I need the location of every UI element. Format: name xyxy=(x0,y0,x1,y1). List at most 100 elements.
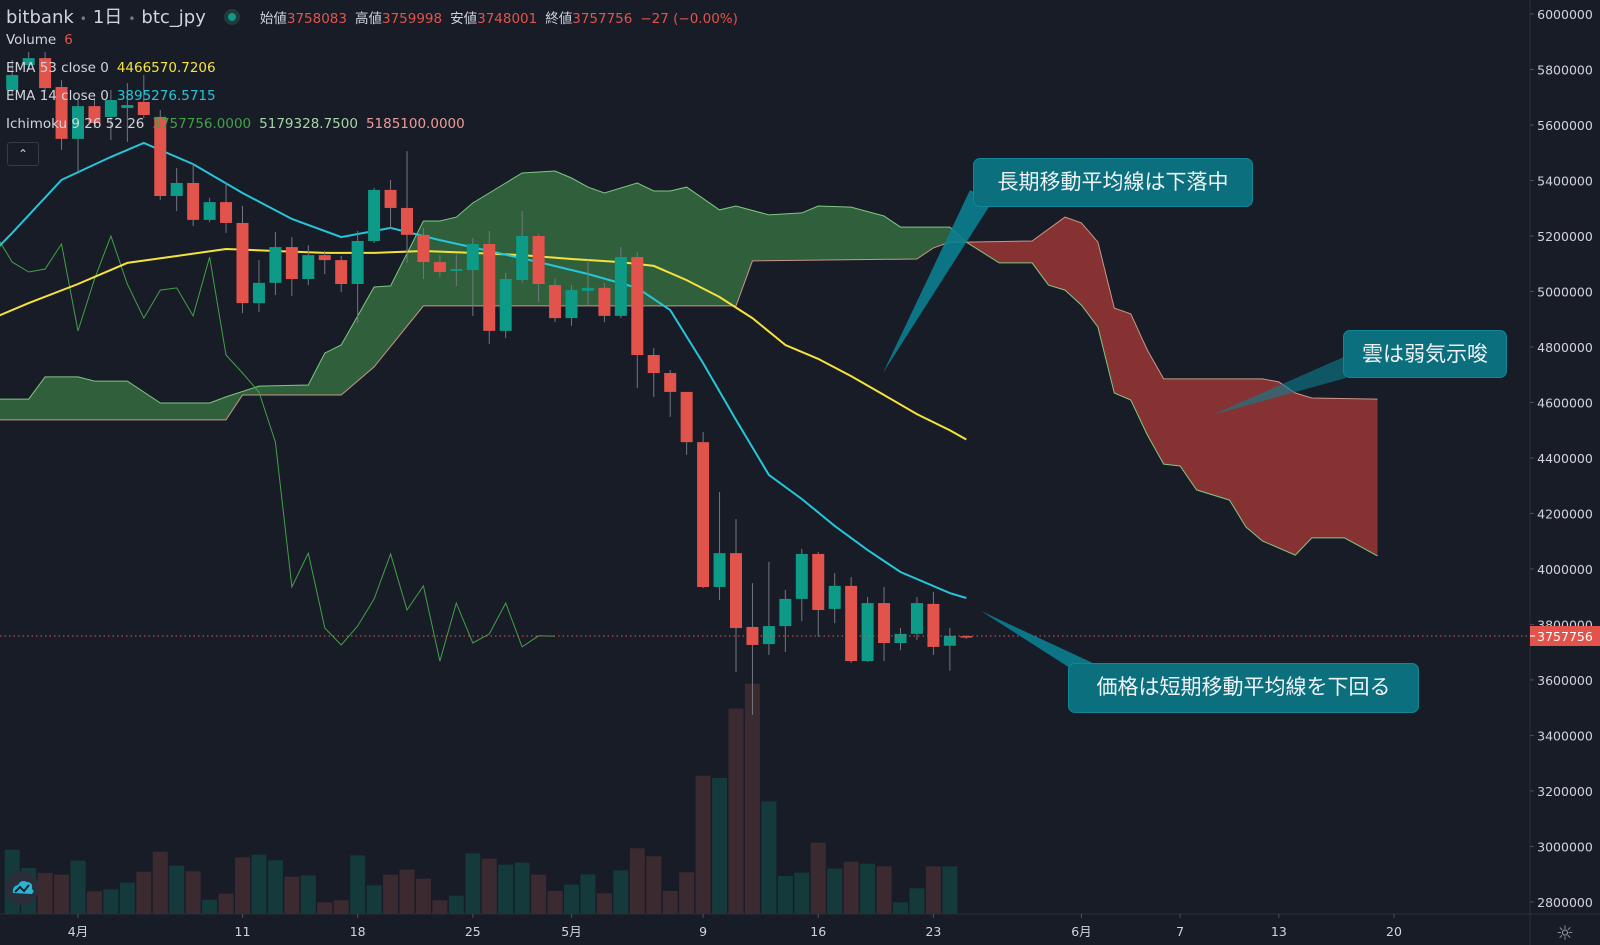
candle-body xyxy=(302,255,315,279)
candle-body xyxy=(762,626,775,645)
close-label: 終値 xyxy=(545,11,573,27)
price-tick-label: 5600000 xyxy=(1537,118,1593,133)
candle-body xyxy=(285,247,298,279)
candle-body xyxy=(220,202,233,223)
candle-body xyxy=(516,235,529,281)
candle xyxy=(88,98,101,129)
candle-body xyxy=(779,598,792,627)
callout-long-ema[interactable]: 長期移動平均線は下落中 xyxy=(973,158,1253,207)
candle-body xyxy=(203,202,216,220)
price-tick-label: 6000000 xyxy=(1537,7,1593,22)
volume-bar xyxy=(350,855,366,914)
candle xyxy=(466,237,479,316)
volume-bar xyxy=(383,874,399,914)
candle-body xyxy=(450,268,463,271)
volume-bar xyxy=(152,851,168,914)
volume-bar xyxy=(366,885,382,914)
plot-area[interactable] xyxy=(0,52,1530,914)
callout-pointers xyxy=(883,190,1346,668)
symbol-header: bitbank • 1日 • btc_jpy 始値 3758083 高値 37599… xyxy=(6,3,738,29)
callout-cloud[interactable]: 雲は弱気示唆 xyxy=(1343,330,1507,378)
price-axis[interactable]: 6000000 5800000 5600000 5400000 5200000 50000… xyxy=(1530,7,1593,910)
candle-body xyxy=(401,207,413,235)
candle-body xyxy=(121,105,134,109)
legend-ema14[interactable]: EMA 14 close 0 3895276.5715 xyxy=(6,88,224,104)
cloud-bearish xyxy=(966,217,1378,556)
legend-volume[interactable]: Volume 6 xyxy=(6,32,81,48)
ema14-label: EMA 14 close 0 xyxy=(6,88,109,104)
candle-body xyxy=(104,100,117,117)
candle xyxy=(55,80,68,150)
volume-bar xyxy=(415,878,431,914)
candle xyxy=(631,252,644,389)
volume-bar xyxy=(810,842,826,914)
candle xyxy=(779,590,792,652)
candle-body xyxy=(532,235,545,284)
low-label: 安値 xyxy=(450,11,478,27)
candle-body xyxy=(236,222,249,304)
exchange-name[interactable]: bitbank xyxy=(6,7,74,28)
candle xyxy=(236,206,249,314)
open-label: 始値 xyxy=(259,11,287,27)
candle-body xyxy=(335,260,348,284)
candle xyxy=(252,260,265,313)
candle-body xyxy=(88,106,101,124)
ichimoku-span-a-line xyxy=(0,170,1378,557)
candle-body xyxy=(861,603,874,662)
candle xyxy=(335,255,348,293)
volume-bar xyxy=(70,860,86,914)
ichimoku-value-lagging: 3757756.0000 xyxy=(152,116,252,132)
volume-bar xyxy=(909,888,925,914)
collapse-legend-button[interactable]: ⌃ xyxy=(7,142,39,166)
candle xyxy=(664,369,677,417)
candle-body xyxy=(828,585,841,609)
candle xyxy=(861,596,874,662)
candle xyxy=(22,52,35,71)
symbol-name[interactable]: btc_jpy xyxy=(141,7,206,28)
candle xyxy=(220,182,233,233)
candle xyxy=(598,282,611,322)
volume-bar xyxy=(531,874,547,914)
candle xyxy=(730,518,742,672)
volume-bar xyxy=(136,871,152,914)
candle-body xyxy=(581,287,594,291)
candle-body xyxy=(417,234,430,263)
legend-ema53[interactable]: EMA 53 close 0 4466570.7206 xyxy=(6,60,224,76)
market-status-icon xyxy=(223,9,240,25)
candle-body xyxy=(384,189,397,208)
chevron-up-icon: ⌃ xyxy=(17,147,29,161)
candle-body xyxy=(72,106,84,139)
time-axis[interactable]: 4月 11 18 25 5月 9 16 23 6月 7 13 20 xyxy=(68,914,1402,939)
candle-body xyxy=(170,182,183,197)
volume-bar xyxy=(679,872,695,914)
volume-bar xyxy=(777,876,793,914)
time-tick-label: 9 xyxy=(699,924,707,939)
candle xyxy=(433,255,446,278)
ema53-line xyxy=(0,247,967,441)
price-tick-label: 4200000 xyxy=(1537,506,1593,521)
tradingview-logo[interactable] xyxy=(5,871,39,905)
time-tick-label: 6月 xyxy=(1071,924,1091,939)
candles xyxy=(6,52,973,715)
time-tick-label: 25 xyxy=(465,924,481,939)
candle-body xyxy=(6,75,19,91)
volume-bar xyxy=(202,899,218,914)
last-price-label: 3757756 xyxy=(1537,629,1593,644)
volume-bar xyxy=(37,873,53,914)
callout-price[interactable]: 価格は短期移動平均線を下回る xyxy=(1068,663,1419,713)
volume-bar xyxy=(893,902,908,914)
candle-body xyxy=(318,255,331,261)
candle-body xyxy=(433,262,446,273)
candle xyxy=(762,561,775,655)
candle xyxy=(910,596,923,640)
time-tick-label: 23 xyxy=(925,924,941,939)
interval[interactable]: 1日 xyxy=(92,7,123,28)
price-tick-label: 3200000 xyxy=(1537,784,1593,799)
volume-bar xyxy=(925,866,941,914)
price-tick-label: 4800000 xyxy=(1537,340,1593,355)
candle xyxy=(549,277,562,322)
legend-ichimoku[interactable]: Ichimoku 9 26 52 26 3757756.0000 5179328.7… xyxy=(6,116,473,132)
settings-gear-icon[interactable]: ☼ xyxy=(1556,921,1574,945)
volume-bar xyxy=(103,889,119,914)
